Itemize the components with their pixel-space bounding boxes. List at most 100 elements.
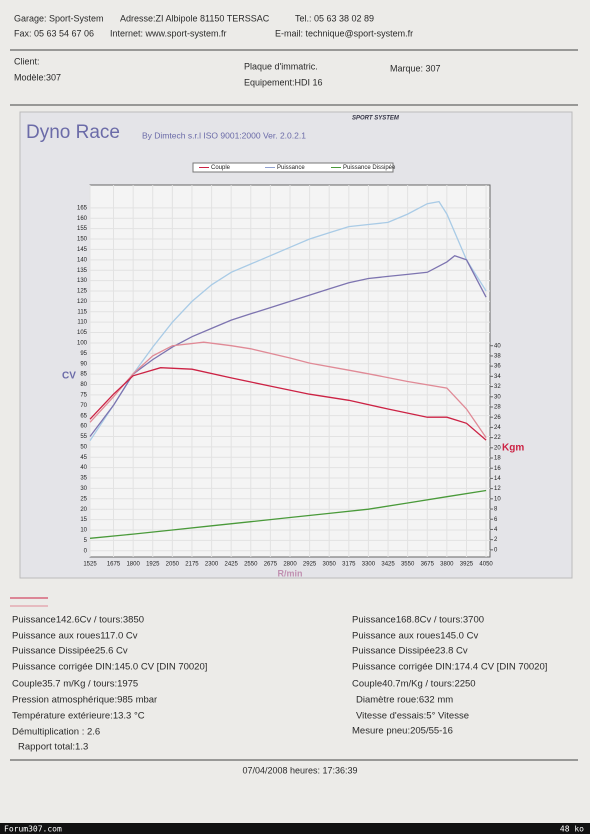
y2-tick-label: 6 (494, 517, 498, 523)
y2-tick-label: 26 (494, 415, 501, 421)
y2-tick-label: 28 (494, 405, 501, 411)
y-tick-label: 80 (80, 382, 87, 388)
y-tick-label: 0 (84, 548, 88, 554)
x-tick-label: 2925 (303, 562, 317, 568)
address: Adresse:ZI Albipole 81150 TERSSAC (120, 13, 270, 23)
y-tick-label: 105 (77, 330, 88, 336)
result-right: Couple40.7m/Kg / tours:2250 (352, 679, 476, 690)
equipment: Equipement:HDI 16 (244, 77, 323, 87)
y-tick-label: 30 (80, 486, 87, 492)
result-left: Puissance Dissipée25.6 Cv (12, 646, 128, 657)
x-tick-label: 2050 (166, 562, 180, 568)
y-tick-label: 50 (80, 444, 87, 450)
y-axis-label: CV (62, 371, 76, 382)
y2-tick-label: 14 (494, 476, 501, 482)
x-tick-label: 1925 (146, 562, 160, 568)
series-line (89, 200, 487, 441)
y2-tick-label: 38 (494, 354, 501, 360)
y-tick-label: 45 (80, 455, 87, 461)
y2-tick-label: 20 (494, 445, 501, 451)
y2-tick-label: 16 (494, 466, 501, 472)
report-subtitle: By Dimtech s.r.l ISO 9001:2000 Ver. 2.0.… (142, 130, 306, 140)
y-tick-label: 15 (80, 517, 87, 523)
result-right: Puissance Dissipée23.8 Cv (352, 646, 468, 657)
y-tick-label: 35 (80, 476, 87, 482)
y-tick-label: 95 (80, 351, 87, 357)
result-left: Couple35.7 m/Kg / tours:1975 (12, 679, 138, 690)
x-tick-label: 1800 (126, 562, 140, 568)
result-right: Vitesse d'essais:5° Vitesse (356, 711, 469, 722)
email: E-mail: technique@sport-system.fr (275, 28, 413, 38)
y-tick-label: 40 (80, 465, 87, 471)
y2-tick-label: 4 (494, 527, 498, 533)
y2-axis-label: Kgm (502, 443, 524, 454)
y2-tick-label: 24 (494, 425, 501, 431)
tel: Tel.: 05 63 38 02 89 (295, 13, 374, 23)
result-left: Puissance aux roues117.0 Cv (12, 631, 138, 642)
model: Modèle:307 (14, 72, 61, 82)
result-left: Température extérieure:13.3 °C (12, 711, 145, 722)
y-tick-label: 140 (77, 257, 88, 263)
y-tick-label: 60 (80, 424, 87, 430)
legend-box (192, 162, 394, 173)
x-tick-label: 3300 (362, 562, 376, 568)
y-tick-label: 25 (80, 496, 87, 502)
y2-tick-label: 8 (494, 507, 498, 513)
y2-tick-label: 10 (494, 496, 501, 502)
result-left: Rapport total:1.3 (18, 742, 88, 753)
y-tick-label: 65 (80, 413, 87, 419)
y-tick-label: 70 (80, 403, 87, 409)
y-tick-label: 120 (77, 299, 88, 305)
y2-tick-label: 12 (494, 486, 501, 492)
client: Client: (14, 56, 40, 66)
y2-tick-label: 18 (494, 456, 501, 462)
x-tick-label: 2675 (264, 562, 278, 568)
y-tick-label: 110 (77, 320, 87, 326)
series-line (89, 367, 487, 441)
y-tick-label: 85 (80, 372, 87, 378)
garage: Garage: Sport-System (14, 13, 104, 23)
result-left: Puissance142.6Cv / tours:3850 (12, 615, 144, 626)
y2-tick-label: 40 (494, 343, 501, 349)
x-tick-label: 1525 (83, 562, 97, 568)
result-right: Puissance aux roues145.0 Cv (352, 631, 478, 642)
fax: Fax: 05 63 54 67 06 (14, 28, 94, 38)
brand: Marque: 307 (390, 63, 441, 73)
site: Forum307.com (4, 825, 62, 834)
x-tick-label: 2175 (185, 562, 199, 568)
y2-tick-label: 0 (494, 547, 498, 553)
x-tick-label: 3925 (460, 562, 474, 568)
x-tick-label: 2425 (224, 562, 238, 568)
plate: Plaque d'immatric. (244, 61, 318, 71)
y2-tick-label: 36 (494, 364, 501, 370)
y-tick-label: 150 (77, 237, 88, 243)
x-tick-label: 1675 (107, 562, 121, 568)
y-tick-label: 115 (77, 309, 87, 315)
y-tick-label: 165 (77, 205, 88, 211)
y2-tick-label: 30 (494, 394, 501, 400)
series-line (89, 489, 487, 539)
internet: Internet: www.sport-system.fr (110, 28, 227, 38)
x-tick-label: 2300 (205, 562, 219, 568)
y2-tick-label: 2 (494, 537, 498, 543)
x-axis-label: R/min (277, 568, 302, 578)
legend-label: Couple (211, 165, 231, 171)
y-tick-label: 160 (77, 216, 88, 222)
y-tick-label: 100 (77, 341, 88, 347)
y-tick-label: 135 (77, 268, 88, 274)
y-tick-label: 130 (77, 278, 88, 284)
result-right: Puissance168.8Cv / tours:3700 (352, 615, 484, 626)
report-title: Dyno Race (26, 122, 120, 143)
result-right: Mesure pneu:205/55-16 (352, 726, 453, 737)
x-tick-label: 2800 (283, 562, 297, 568)
y-tick-label: 75 (80, 392, 87, 398)
y-tick-label: 90 (80, 361, 87, 367)
x-tick-label: 3425 (381, 562, 395, 568)
y-tick-label: 20 (80, 507, 87, 513)
x-tick-label: 2550 (244, 562, 258, 568)
x-tick-label: 3175 (342, 562, 356, 568)
series-line (89, 254, 487, 437)
x-tick-label: 3800 (440, 562, 454, 568)
